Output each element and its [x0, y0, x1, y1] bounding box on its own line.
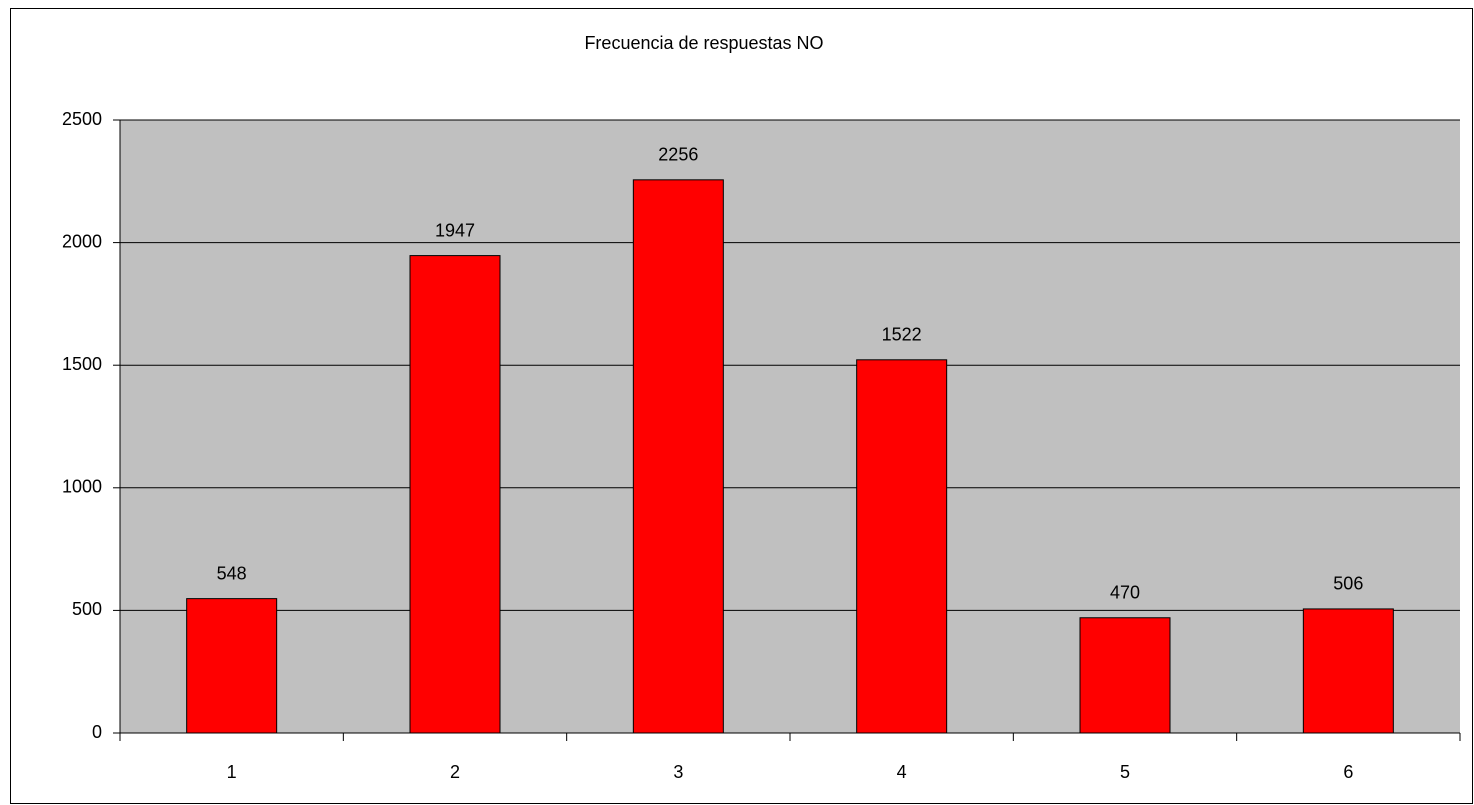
data-label: 2256: [658, 145, 698, 165]
x-tick-label: 2: [450, 762, 460, 782]
y-tick-label: 2500: [62, 109, 102, 129]
bar: [1302, 608, 1394, 734]
bar: [1079, 617, 1171, 734]
data-label: 470: [1110, 583, 1140, 603]
y-tick-label: 2000: [62, 231, 102, 251]
y-tick-label: 1500: [62, 354, 102, 374]
bar: [632, 179, 724, 734]
x-tick-label: 6: [1343, 762, 1353, 782]
y-tick-label: 1000: [62, 477, 102, 497]
chart-title: Frecuencia de respuestas NO: [584, 33, 823, 53]
y-tick-label: 0: [92, 722, 102, 742]
x-tick-label: 1: [227, 762, 237, 782]
x-tick-label: 5: [1120, 762, 1130, 782]
y-tick-label: 500: [72, 599, 102, 619]
bar: [186, 598, 278, 734]
x-tick-label: 3: [673, 762, 683, 782]
data-label: 506: [1333, 574, 1363, 594]
data-label: 548: [217, 563, 247, 583]
bar: [856, 359, 948, 734]
plot-area: [120, 120, 1460, 733]
data-label: 1947: [435, 220, 475, 240]
x-tick-label: 4: [897, 762, 907, 782]
data-label: 1522: [882, 325, 922, 345]
bar: [409, 255, 501, 734]
